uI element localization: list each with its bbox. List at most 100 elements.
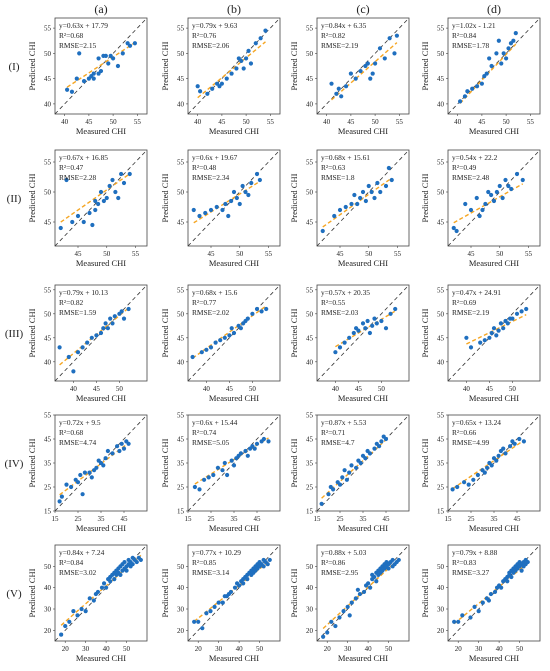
- data-point: [69, 484, 74, 490]
- x-tick-label: 40: [203, 385, 211, 393]
- r-squared: R²=0.83: [452, 558, 477, 567]
- data-point: [375, 180, 380, 186]
- r-squared: R²=0.84: [452, 31, 477, 40]
- x-axis-label: Measured CHI: [338, 258, 388, 268]
- data-point: [332, 213, 337, 219]
- data-point: [525, 559, 530, 565]
- y-tick-label: 20: [177, 627, 185, 635]
- data-point: [101, 581, 107, 586]
- data-point: [366, 183, 371, 189]
- data-point: [254, 306, 260, 312]
- x-tick-label: 50: [110, 118, 118, 126]
- data-point: [377, 46, 383, 51]
- data-point: [101, 198, 106, 204]
- y-tick-label: 15: [44, 508, 52, 516]
- data-point: [519, 309, 524, 314]
- x-tick-label: 40: [236, 645, 244, 653]
- data-point: [387, 36, 392, 41]
- x-tick-label: 45: [93, 385, 101, 393]
- data-point: [89, 475, 94, 480]
- data-point: [484, 71, 489, 76]
- data-point: [344, 477, 349, 482]
- x-tick-label: 45: [347, 118, 355, 126]
- data-point: [468, 345, 474, 350]
- y-tick-label: 40: [437, 584, 445, 592]
- data-point: [521, 439, 527, 444]
- data-point: [91, 71, 96, 76]
- data-point: [345, 604, 350, 609]
- data-point: [463, 201, 468, 207]
- rmse: RMSE=2.95: [321, 568, 359, 577]
- data-point: [372, 316, 377, 321]
- one-to-one-line: [316, 149, 410, 247]
- data-point: [496, 328, 501, 333]
- data-point: [373, 61, 378, 66]
- x-tick-label: 15: [314, 515, 322, 523]
- data-point: [258, 36, 263, 41]
- data-point: [354, 465, 359, 470]
- data-point: [336, 86, 341, 91]
- fit-equation: y=0.72x + 9.5: [59, 418, 101, 427]
- data-point: [249, 180, 254, 186]
- data-point: [210, 86, 215, 91]
- data-point: [326, 492, 331, 497]
- data-point: [337, 207, 343, 213]
- x-tick-label: 45: [337, 250, 345, 258]
- fit-equation: y=0.84x + 7.24: [59, 548, 105, 557]
- data-point: [66, 354, 71, 360]
- rmse: RMSE=1.8: [321, 173, 355, 182]
- x-axis-label: Measured CHI: [209, 653, 259, 663]
- x-tick-label: 30: [82, 645, 90, 653]
- data-point: [342, 340, 347, 345]
- data-point: [71, 609, 76, 614]
- fit-line: [197, 41, 266, 99]
- data-point: [388, 311, 393, 316]
- one-to-one-line: [316, 284, 410, 382]
- x-tick-label: 50: [496, 250, 504, 258]
- x-axis-label: Measured CHI: [209, 393, 259, 403]
- y-tick-label: 45: [306, 219, 314, 227]
- y-axis-label: Predicted CHI: [27, 173, 37, 222]
- x-tick-label: 40: [454, 118, 462, 126]
- y-tick-label: 55: [177, 412, 185, 420]
- data-point: [370, 71, 375, 76]
- data-point: [108, 579, 113, 584]
- y-tick-label: 40: [177, 100, 185, 108]
- y-tick-label: 30: [177, 606, 185, 614]
- x-tick-label: 50: [103, 250, 111, 258]
- fit-equation: y=0.54x + 22.2: [452, 153, 498, 162]
- data-point: [451, 225, 456, 231]
- data-point: [488, 591, 494, 597]
- data-point: [501, 326, 506, 331]
- x-tick-label: 40: [323, 118, 331, 126]
- rmse: RMSE=2.34: [192, 173, 230, 182]
- y-tick-label: 50: [44, 50, 52, 58]
- x-tick-label: 40: [70, 385, 78, 393]
- data-point: [358, 460, 363, 466]
- data-point: [352, 192, 357, 198]
- data-point: [103, 456, 108, 461]
- data-point: [499, 585, 504, 590]
- data-point: [250, 311, 255, 316]
- data-point: [389, 177, 394, 183]
- data-point: [223, 201, 228, 207]
- data-point: [70, 219, 75, 225]
- data-point: [245, 316, 250, 321]
- data-point: [252, 446, 257, 451]
- data-point: [75, 350, 81, 355]
- data-point: [254, 441, 260, 446]
- data-point: [505, 579, 510, 584]
- data-point: [205, 91, 210, 96]
- data-point: [498, 321, 503, 326]
- data-point: [333, 350, 338, 355]
- data-point: [520, 177, 525, 183]
- data-point: [355, 587, 360, 592]
- fit-equation: y=0.57x + 20.35: [321, 288, 370, 297]
- data-point: [227, 333, 232, 338]
- data-point: [508, 444, 513, 449]
- y-axis-label: Predicted CHI: [420, 41, 430, 90]
- y-tick-label: 45: [437, 219, 445, 227]
- rmse: RMSE=4.99: [452, 438, 490, 447]
- data-point: [80, 345, 85, 350]
- x-tick-label: 50: [509, 385, 517, 393]
